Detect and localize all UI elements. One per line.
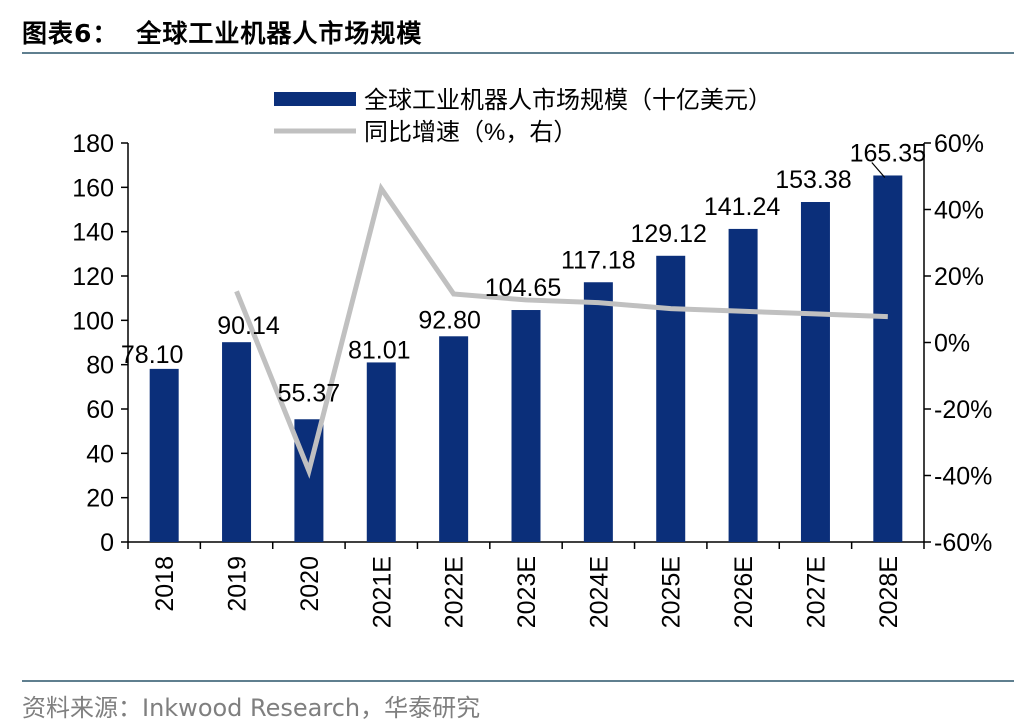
legend-line-label: 同比增速（%，右） xyxy=(364,119,577,146)
x-tick-label: 2025E xyxy=(658,556,686,628)
data-label: 153.38 xyxy=(775,166,851,194)
right-tick-label: 0% xyxy=(934,330,970,358)
left-tick-label: 100 xyxy=(72,307,114,335)
bar xyxy=(728,228,758,542)
x-tick-label: 2023E xyxy=(513,556,541,628)
right-tick-label: 60% xyxy=(934,130,984,158)
bar xyxy=(800,202,830,542)
right-tick-label: 40% xyxy=(934,197,984,225)
data-label: 92.80 xyxy=(418,306,481,334)
bar xyxy=(439,336,469,542)
left-tick-label: 60 xyxy=(86,396,114,424)
x-tick-label: 2024E xyxy=(585,556,613,628)
data-label: 117.18 xyxy=(561,246,636,274)
data-label: 78.10 xyxy=(121,341,184,369)
label-leader-line xyxy=(871,162,886,178)
left-tick-label: 80 xyxy=(86,352,114,380)
left-tick-label: 140 xyxy=(72,219,114,247)
bar xyxy=(656,255,686,542)
data-label: 90.14 xyxy=(217,312,280,340)
figure-title: 图表6： 全球工业机器人市场规模 xyxy=(22,14,422,50)
chart: 0 20 40 60 80 100 120 140 160 180 -60% -40% -20% 0% 20… xyxy=(72,87,992,628)
source-note: 资料来源：Inkwood Research，华泰研究 xyxy=(22,694,481,722)
right-tick-label: -60% xyxy=(934,529,992,557)
x-tick-label: 2021E xyxy=(368,556,396,628)
left-tick-label: 180 xyxy=(72,130,114,158)
left-tick-label: 120 xyxy=(72,263,114,291)
x-tick-label: 2027E xyxy=(802,556,830,628)
bar xyxy=(149,368,179,542)
data-label: 81.01 xyxy=(348,336,411,364)
figure-title-text: 全球工业机器人市场规模 xyxy=(136,19,423,48)
x-tick-label: 2020 xyxy=(296,556,324,612)
legend-bar-swatch xyxy=(274,92,356,106)
bar xyxy=(222,342,252,542)
x-tick-label: 2028E xyxy=(875,556,903,628)
bar xyxy=(511,310,541,542)
x-tick-label: 2022E xyxy=(441,556,469,628)
growth-line xyxy=(234,182,888,479)
bottom-rule xyxy=(22,680,1014,682)
x-tick-label: 2018 xyxy=(151,556,179,612)
right-tick-label: -20% xyxy=(934,396,992,424)
data-label: 141.24 xyxy=(704,193,781,221)
left-tick-label: 160 xyxy=(72,174,114,202)
top-rule xyxy=(22,52,1014,54)
figure-label: 图表6： xyxy=(22,19,119,48)
data-label: 165.35 xyxy=(850,139,926,167)
x-tick-label: 2026E xyxy=(730,556,758,628)
left-tick-label: 0 xyxy=(100,529,114,557)
legend-bar-label: 全球工业机器人市场规模（十亿美元） xyxy=(364,87,772,114)
right-tick-label: -40% xyxy=(934,463,992,491)
left-tick-label: 20 xyxy=(86,485,114,513)
x-tick-label: 2019 xyxy=(224,556,252,612)
bar xyxy=(366,362,396,542)
left-tick-label: 40 xyxy=(86,440,114,468)
bar xyxy=(873,175,903,542)
data-label: 129.12 xyxy=(630,220,706,248)
right-tick-label: 20% xyxy=(934,263,984,291)
bar xyxy=(583,282,613,542)
data-label: 104.65 xyxy=(485,274,561,302)
data-label: 55.37 xyxy=(278,379,341,407)
